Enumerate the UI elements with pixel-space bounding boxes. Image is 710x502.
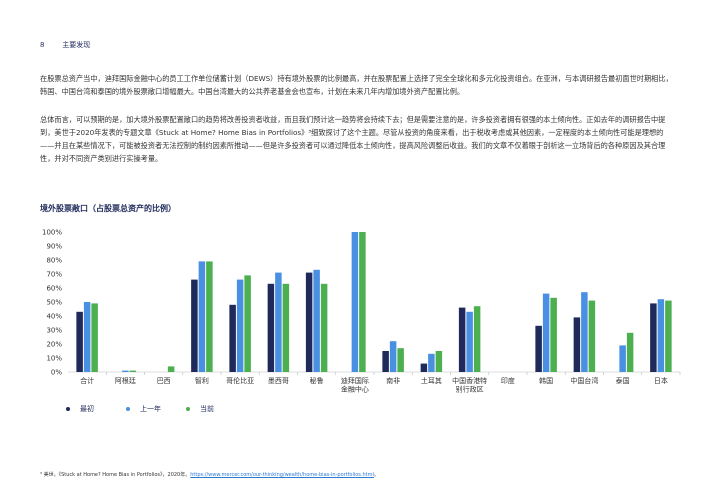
x-tick-label: 泰国 [616,376,630,385]
bar [351,232,359,372]
bar [76,311,83,372]
x-tick-label: 墨西哥 [268,377,289,385]
legend-label-current: 当前 [200,405,214,413]
bar [91,303,98,372]
bar [458,307,466,372]
legend-item-previous-year: 上一年 [126,404,186,414]
bar [397,348,404,372]
bar [122,370,129,372]
bar [473,306,481,372]
y-tick-label: 10% [46,355,62,363]
legend-swatch-previous-year [126,407,130,411]
bar [282,283,290,372]
bar [198,261,206,372]
x-tick-label: 合计 [80,376,94,385]
bar [550,297,557,372]
bar [573,317,581,372]
bar [428,353,435,372]
y-tick-label: 90% [46,243,62,251]
chart-title: 境外股票敞口（占股票总资产的比例） [40,204,176,213]
bar [382,351,389,372]
footnote-link[interactable]: https://www.mercer.com/our-thinking/weal… [190,472,374,478]
bar [267,283,275,372]
page-header: 8 主要发现 [40,40,90,50]
bar [236,279,244,372]
paragraph-1: 在股票总资产当中，迪拜国际金融中心的员工工作单位储蓄计划（DEWS）持有境外股票… [40,74,673,96]
x-tick-label: 印度 [501,376,515,385]
bar [389,341,397,372]
legend-item-current: 当前 [186,404,246,414]
legend-item-initial: 最初 [66,404,126,414]
footnote: ³ 美世，《Stuck at Home? Home Bias in Portfo… [40,471,379,478]
y-tick-label: 60% [46,285,62,293]
chart-legend: 最初 上一年 当前 [66,404,246,414]
foreign-equity-bar-chart: 0% 10% 20% 30% 40% 50% 60% 70% 80% 90% 100% 合计 阿根廷 巴西… [42,229,681,394]
bar [657,299,665,372]
bar [588,300,596,372]
x-tick-label: 巴西 [157,377,171,385]
bar [320,283,328,372]
x-tick-label: 中国台湾 [570,376,598,385]
bar [229,304,236,372]
bar [650,303,657,372]
legend-label-initial: 最初 [80,405,94,413]
x-tick-label: 日本 [654,376,668,385]
y-tick-label: 100% [42,229,62,237]
bar [665,300,672,372]
bar [420,363,428,372]
bar [626,332,634,372]
page-number: 8 [40,41,45,49]
y-tick-label: 0% [51,369,62,377]
x-tick-label: 土耳其 [421,376,442,385]
x-tick-label: 智利 [195,376,209,385]
paragraph-2: 总体而言，可以预期的是，加大境外股票配置敞口的趋势将改善投资者收益，而且我们预计… [40,115,666,163]
bar [359,232,366,372]
x-tick-label: 别行政区 [456,385,484,394]
y-tick-label: 40% [46,313,62,321]
bar [466,311,473,372]
bar [129,370,137,372]
bar [244,275,251,372]
bar [83,302,91,372]
y-tick-label: 30% [46,327,62,335]
y-tick-label: 80% [46,257,62,265]
footnote-text: ³ 美世，《Stuck at Home? Home Bias in Portfo… [40,472,191,478]
bar [275,272,282,372]
x-tick-label: 南非 [386,376,400,385]
x-tick-label: 韩国 [539,376,553,385]
x-tick-label: 秘鲁 [310,376,324,385]
bar [206,261,213,372]
bar [435,351,443,372]
x-tick-label: 中国香港特 [452,376,487,385]
legend-swatch-initial [66,407,70,411]
x-tick-label: 阿根廷 [115,376,136,385]
bar [305,272,313,372]
bar [535,325,542,372]
section-title: 主要发现 [62,41,91,49]
y-tick-label: 50% [46,299,62,307]
y-tick-label: 20% [46,341,62,349]
x-tick-label: 哥伦比亚 [226,376,254,385]
bar [167,366,175,372]
bar [619,345,626,372]
x-tick-label: 金融中心 [341,385,369,394]
legend-swatch-current [186,407,190,411]
x-tick-label: 迪拜国际 [341,376,369,385]
footnote-end: 。 [373,472,379,478]
y-tick-label: 70% [46,271,62,279]
bar [542,293,550,372]
bar [313,269,320,372]
bar [581,292,588,372]
bar [191,279,198,372]
legend-label-previous-year: 上一年 [140,405,161,413]
